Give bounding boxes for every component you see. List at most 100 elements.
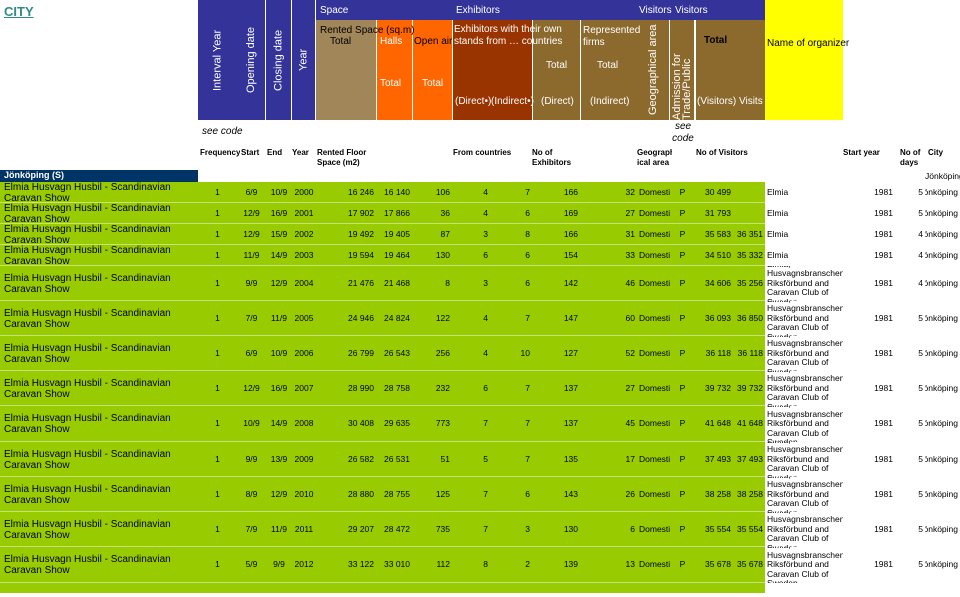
cell: Elmia, Husvagnsbranschens Riksförbund an… <box>767 371 843 406</box>
header: (Indirect) <box>590 96 630 107</box>
cell: 36 093 <box>705 312 731 323</box>
cell: 39 732 <box>737 382 763 393</box>
cell: Elmia <box>767 249 789 260</box>
cell: 16/9 <box>270 382 288 393</box>
cell: Elmia Husvagn Husbil - Scandinavian Cara… <box>4 342 171 365</box>
cell: 31 793 <box>705 207 731 218</box>
cell: 166 <box>563 228 578 239</box>
cell: 5 <box>918 186 923 197</box>
cell: 35 332 <box>737 249 763 260</box>
city-link[interactable]: CITY <box>4 4 34 19</box>
cell: 26 543 <box>384 347 410 358</box>
header-cell <box>452 20 532 120</box>
header: Year <box>292 0 316 120</box>
cell: 1 <box>215 488 220 499</box>
cell: 28 755 <box>384 488 410 499</box>
cell: 52 <box>625 347 635 358</box>
cell: 2000 <box>294 186 314 197</box>
cell: 1981 <box>874 382 893 393</box>
cell: 5 <box>918 382 923 393</box>
cell: P <box>679 277 686 288</box>
cell: 2008 <box>294 418 314 429</box>
row-fill <box>0 203 765 224</box>
cell: 6 <box>525 277 530 288</box>
cell: 38 258 <box>705 488 731 499</box>
cell: 30 499 <box>705 186 731 197</box>
cell: Domestic <box>639 207 670 218</box>
header-band <box>316 0 765 20</box>
row-fill <box>0 336 765 371</box>
header: Name of organizer <box>767 38 850 49</box>
cell: 6 <box>525 207 530 218</box>
cell: 33 010 <box>384 559 410 570</box>
cell: 19 492 <box>348 228 374 239</box>
cell: 3 <box>483 277 488 288</box>
cell: Elmia Husvagn Husbil - Scandinavian Cara… <box>4 413 171 435</box>
cell: Elmia, Husvagnsbranschens Riksförbund an… <box>767 406 843 442</box>
cell: Elmia <box>767 186 789 197</box>
cell: 35 678 <box>705 559 731 570</box>
note: see code <box>202 126 243 137</box>
cell: 7 <box>525 312 530 323</box>
cell: 5 <box>918 488 923 499</box>
cell: Jönköping <box>925 523 958 534</box>
header: Exhibitors <box>456 5 500 16</box>
cell: Elmia Husvagn Husbil - Scandinavian Cara… <box>4 518 171 541</box>
cell: 1981 <box>874 312 893 323</box>
cell: 46 <box>625 277 635 288</box>
cell: 28 990 <box>348 382 374 393</box>
header: Total <box>330 36 352 47</box>
cell: 232 <box>435 382 450 393</box>
cell: 41 648 <box>705 418 731 429</box>
cell: 166 <box>563 186 578 197</box>
note: see code <box>672 121 694 144</box>
header: Total <box>380 78 402 89</box>
cell: 15/9 <box>270 228 288 239</box>
cell: 9/9 <box>245 277 258 288</box>
row-fill <box>0 301 765 336</box>
header-cell <box>580 20 637 120</box>
cell: P <box>679 382 686 393</box>
cell: 7 <box>525 186 530 197</box>
cell: Elmia Husvagn Husbil - Scandinavian Cara… <box>4 483 171 506</box>
cell: 6 <box>483 382 488 393</box>
row-fill <box>0 477 765 512</box>
cell: Elmia, Husvagnsbranschens Riksförbund an… <box>767 512 843 547</box>
cell: 28 880 <box>348 488 374 499</box>
cell: 1 <box>215 312 220 323</box>
group-city: Jönköping <box>925 171 960 181</box>
cell: 7 <box>483 523 488 534</box>
cell: 1 <box>215 277 220 288</box>
cell: 37 493 <box>705 453 731 464</box>
column-label: No of days <box>900 148 921 167</box>
cell: Jönköping <box>925 312 958 323</box>
cell: Elmia, Husvagnsbranschens Riksförbund an… <box>767 336 843 371</box>
cell: Jönköping <box>925 277 958 288</box>
cell: 11/9 <box>271 312 287 323</box>
cell: 87 <box>440 228 450 239</box>
cell: 4 <box>483 312 488 323</box>
cell: 19 405 <box>384 228 410 239</box>
cell: 16/9 <box>270 207 288 218</box>
cell: 8/9 <box>245 488 258 499</box>
cell: 36 118 <box>737 347 763 358</box>
cell: 1981 <box>874 228 893 239</box>
cell: Domestic <box>639 277 670 288</box>
cell: 24 946 <box>348 312 374 323</box>
column-label: No of Exhibitors <box>532 148 572 167</box>
header: Admission for Trade/Public <box>670 20 695 120</box>
cell: 6/9 <box>245 347 258 358</box>
cell: 36 850 <box>737 312 763 323</box>
cell: 35 554 <box>705 523 731 534</box>
cell: 6 <box>525 488 530 499</box>
cell: 16 140 <box>384 186 410 197</box>
cell: Domestic <box>639 186 670 197</box>
cell: P <box>679 559 686 570</box>
cell: 1 <box>215 559 220 570</box>
cell: 5/9 <box>245 559 258 570</box>
column-label: Geograph ical area <box>637 148 672 167</box>
column-label: From countries <box>453 148 512 157</box>
cell: 26 <box>625 488 635 499</box>
header-cell <box>316 20 376 120</box>
cell: 10/9 <box>270 347 288 358</box>
